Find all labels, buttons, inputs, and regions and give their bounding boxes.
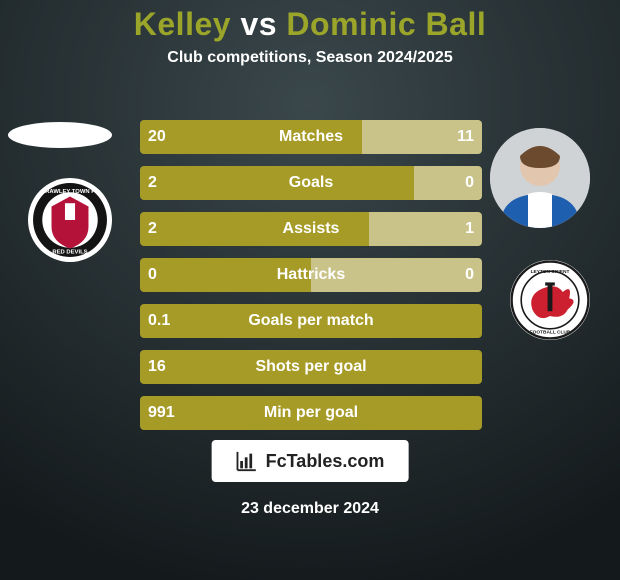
stat-bar-left [140, 166, 414, 200]
player1-photo-placeholder [8, 122, 112, 148]
subtitle: Club competitions, Season 2024/2025 [0, 49, 620, 67]
player2-club-crest: LEYTON ORIENT FOOTBALL CLUB [510, 260, 590, 340]
source-label: FcTables.com [266, 451, 385, 472]
stat-bar-right [369, 212, 482, 246]
title-vs: vs [240, 6, 277, 42]
stat-row: Min per goal991 [140, 396, 482, 430]
source-badge: FcTables.com [212, 440, 409, 482]
stat-bar-left [140, 258, 311, 292]
stat-row: Assists21 [140, 212, 482, 246]
stat-bar-left [140, 304, 482, 338]
player2-photo [490, 128, 590, 228]
stat-bar-left [140, 212, 369, 246]
stat-row: Goals20 [140, 166, 482, 200]
stat-bar-left [140, 350, 482, 384]
chart-icon [236, 450, 258, 472]
stat-bar-left [140, 396, 482, 430]
date-label: 23 december 2024 [0, 500, 620, 518]
stat-bar-left [140, 120, 362, 154]
page-title: Kelley vs Dominic Ball [0, 0, 620, 43]
title-player2: Dominic Ball [286, 6, 486, 42]
svg-text:RED DEVILS: RED DEVILS [52, 250, 87, 256]
stat-bar-right [414, 166, 482, 200]
svg-text:LEYTON ORIENT: LEYTON ORIENT [531, 269, 570, 275]
title-player1: Kelley [134, 6, 231, 42]
comparison-bars: Matches2011 Goals20 Assists21 Hattricks00 Go… [140, 120, 482, 442]
stat-bar-right [362, 120, 482, 154]
stat-row: Shots per goal16 [140, 350, 482, 384]
stat-row: Goals per match0.1 [140, 304, 482, 338]
stat-bar-right [311, 258, 482, 292]
svg-text:CRAWLEY TOWN FC: CRAWLEY TOWN FC [41, 189, 100, 195]
stat-row: Matches2011 [140, 120, 482, 154]
stat-row: Hattricks00 [140, 258, 482, 292]
svg-text:FOOTBALL CLUB: FOOTBALL CLUB [530, 330, 571, 336]
player1-club-crest: CRAWLEY TOWN FC RED DEVILS [28, 178, 112, 262]
